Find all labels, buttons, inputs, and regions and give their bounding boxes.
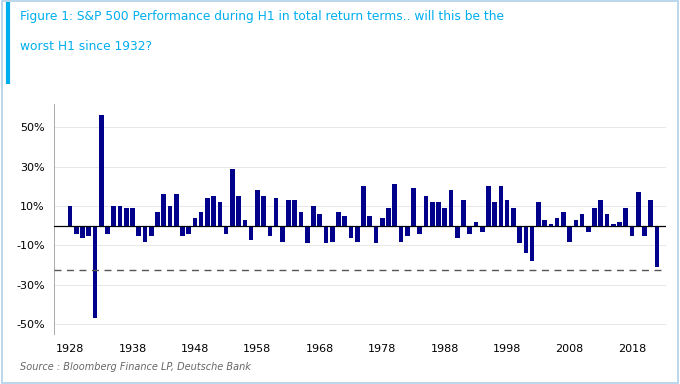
Bar [243, 220, 248, 226]
Text: Figure 1: S&P 500 Performance during H1 in total return terms.. will this be the: Figure 1: S&P 500 Performance during H1 … [20, 10, 505, 23]
Bar [573, 220, 578, 226]
Bar [473, 222, 478, 226]
Bar [99, 116, 103, 226]
Bar [336, 212, 341, 226]
Bar [361, 186, 366, 226]
Bar [386, 208, 391, 226]
Bar [186, 226, 191, 233]
Bar [211, 196, 216, 226]
Bar [161, 194, 166, 226]
Bar [280, 226, 285, 242]
Bar [92, 226, 97, 318]
Bar [392, 184, 397, 226]
Bar [424, 196, 428, 226]
Bar [498, 186, 503, 226]
Bar [224, 226, 228, 233]
Bar [124, 208, 129, 226]
Bar [192, 218, 197, 226]
Bar [461, 200, 466, 226]
Bar [642, 226, 647, 236]
Bar [230, 169, 235, 226]
Bar [292, 200, 297, 226]
Bar [630, 226, 634, 236]
Bar [305, 226, 309, 243]
Bar [105, 226, 110, 233]
Bar [218, 202, 222, 226]
Bar [505, 200, 509, 226]
Bar [611, 224, 615, 226]
Bar [542, 220, 547, 226]
Bar [267, 226, 272, 236]
Bar [567, 226, 572, 242]
Bar [561, 212, 566, 226]
Bar [311, 206, 316, 226]
Bar [398, 226, 403, 242]
Bar [249, 226, 254, 240]
Bar [598, 200, 603, 226]
Bar [355, 226, 360, 242]
Bar [255, 190, 260, 226]
Bar [68, 206, 72, 226]
Bar [480, 226, 485, 232]
Bar [143, 226, 148, 242]
Bar [605, 214, 609, 226]
Bar [299, 212, 303, 226]
Bar [624, 208, 628, 226]
Text: Source : Bloomberg Finance LP, Deutsche Bank: Source : Bloomberg Finance LP, Deutsche … [20, 362, 252, 372]
Bar [524, 226, 528, 253]
Bar [436, 202, 441, 226]
Bar [367, 216, 372, 226]
Bar [486, 186, 491, 226]
Bar [349, 226, 354, 238]
Bar [174, 194, 179, 226]
Bar [80, 226, 85, 238]
Bar [86, 226, 91, 236]
Bar [236, 196, 241, 226]
Bar [274, 198, 278, 226]
Bar [492, 202, 497, 226]
Bar [330, 226, 335, 242]
Bar [617, 222, 622, 226]
Bar [155, 212, 160, 226]
Bar [374, 226, 378, 243]
Bar [380, 218, 385, 226]
Bar [74, 226, 79, 233]
Bar [405, 226, 409, 236]
Bar [418, 226, 422, 233]
Bar [199, 212, 203, 226]
Bar [530, 226, 534, 261]
Bar [592, 208, 597, 226]
Bar [167, 206, 172, 226]
Bar [318, 214, 322, 226]
Bar [112, 206, 116, 226]
Bar [511, 208, 515, 226]
Bar [636, 192, 641, 226]
Bar [449, 190, 454, 226]
Bar [261, 196, 266, 226]
Bar [517, 226, 522, 243]
Bar [649, 200, 653, 226]
Bar [580, 214, 584, 226]
Bar [443, 208, 447, 226]
Bar [655, 226, 660, 267]
Bar [324, 226, 328, 243]
Bar [430, 202, 435, 226]
Bar [118, 206, 122, 226]
Bar [286, 200, 291, 226]
Bar [130, 208, 135, 226]
Bar [137, 226, 141, 236]
Bar [180, 226, 185, 236]
Bar [343, 216, 347, 226]
Bar [205, 198, 209, 226]
Bar [411, 189, 416, 226]
Bar [555, 218, 560, 226]
Bar [149, 226, 154, 236]
Bar [467, 226, 472, 233]
Bar [586, 226, 591, 232]
Bar [549, 224, 554, 226]
Text: worst H1 since 1932?: worst H1 since 1932? [20, 40, 152, 53]
Bar [536, 202, 541, 226]
Bar [455, 226, 460, 238]
